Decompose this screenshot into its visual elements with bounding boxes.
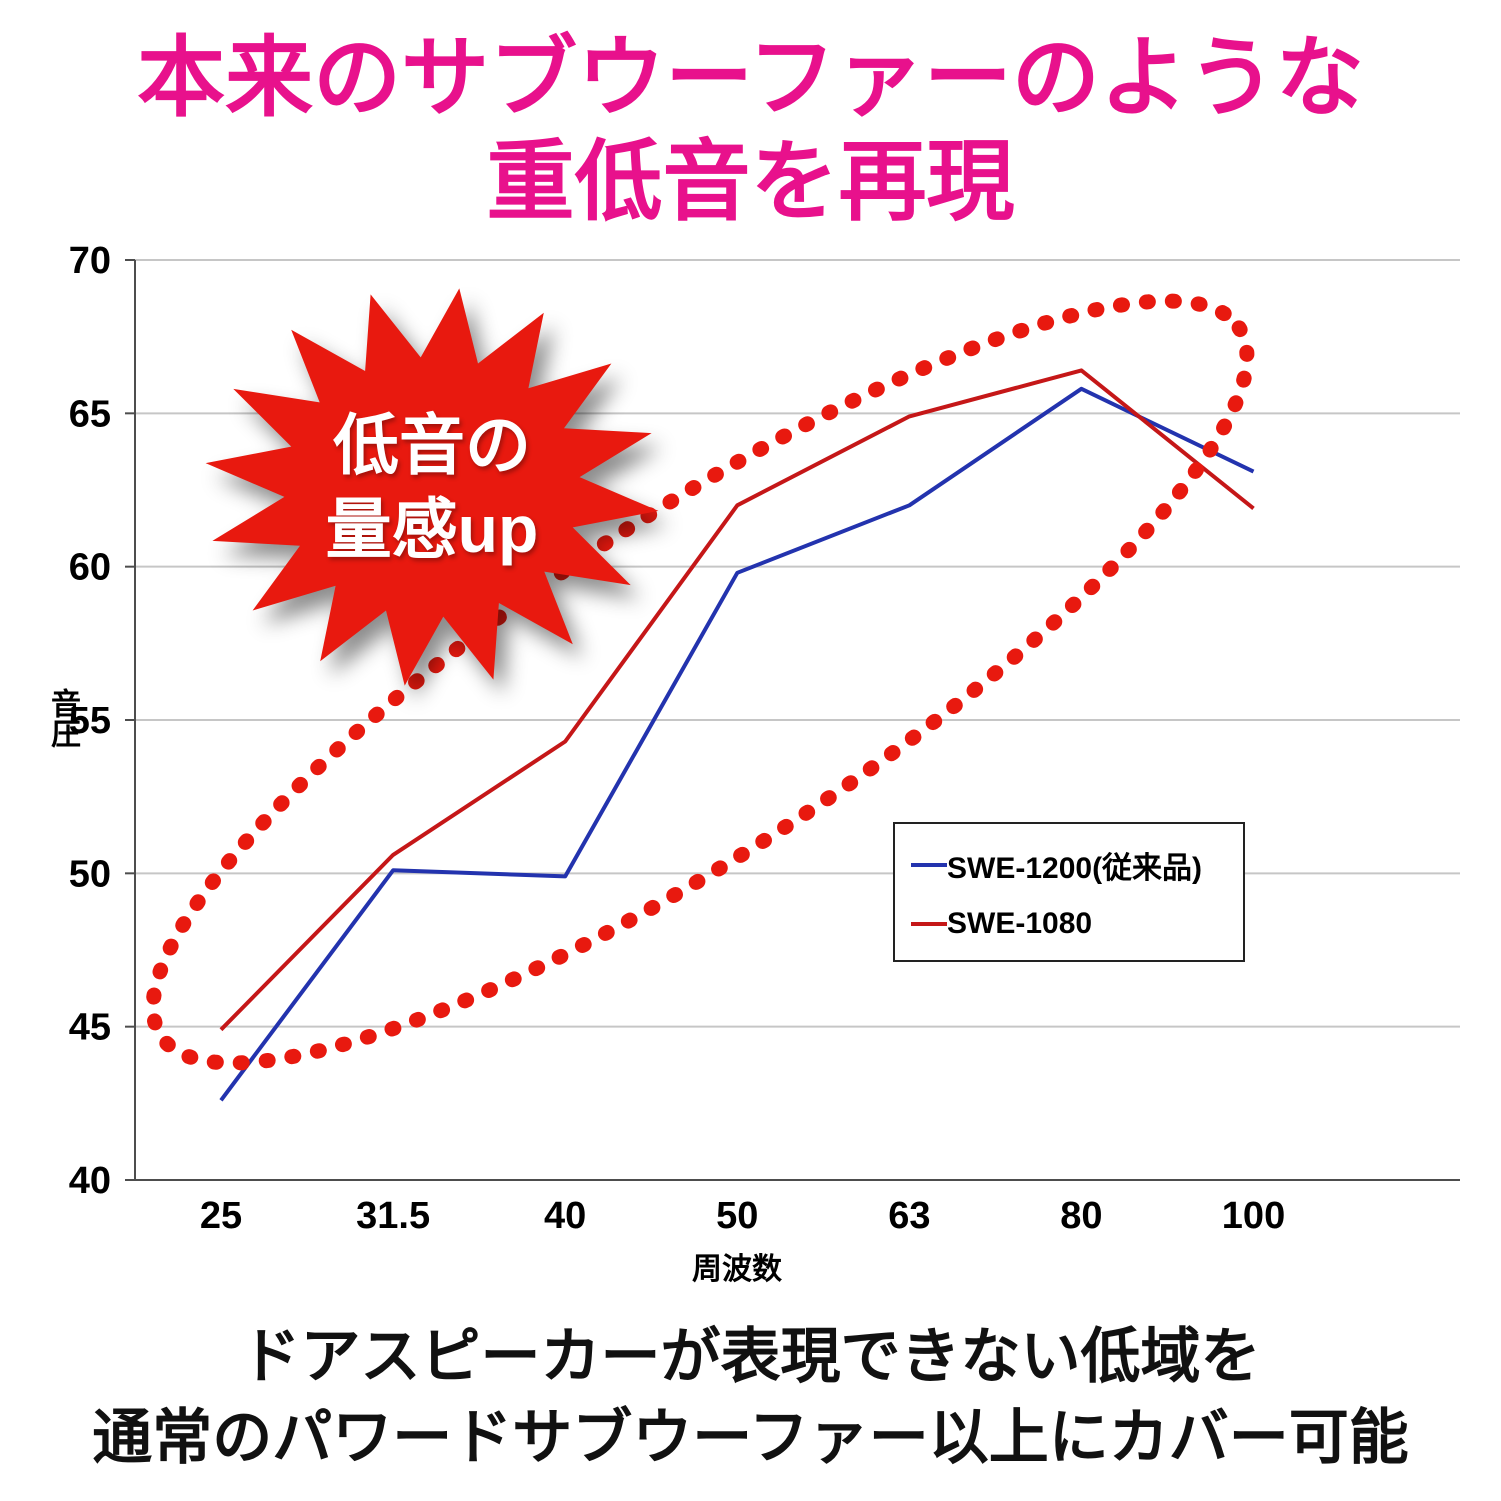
badge-line-1: 低音の — [333, 407, 531, 482]
legend-label-swe-1200: SWE-1200(従来品) — [947, 852, 1203, 886]
caption-line-1: ドアスピーカーが表現できない低域を — [240, 1323, 1261, 1390]
legend-item-swe-1200: SWE-1200(従来品) — [911, 843, 1227, 887]
x-tick-label: 25 — [200, 1195, 242, 1237]
x-tick-label: 80 — [1060, 1195, 1102, 1237]
y-tick-label: 65 — [69, 393, 111, 435]
bottom-caption: ドアスピーカーが表現できない低域を 通常のパワードサブウーファー以上にカバー可能 — [0, 1316, 1501, 1478]
legend-item-swe-1080: SWE-1080 — [911, 907, 1227, 941]
burst-badge — [205, 288, 659, 686]
legend-line-sample-red — [911, 921, 947, 926]
starburst-icon — [205, 288, 659, 686]
burst-badge-text: 低音の 量感up — [192, 247, 672, 727]
badge-line-2: 量感up — [325, 492, 539, 566]
series-line-swe-1200 — [219, 386, 1255, 1102]
x-tick-label: 63 — [888, 1195, 930, 1237]
y-tick-label: 55 — [69, 700, 111, 742]
y-tick-label: 70 — [69, 240, 111, 282]
y-tick-label: 45 — [69, 1007, 111, 1049]
title-line-2: 重低音を再現 — [486, 131, 1015, 231]
caption-line-2: 通常のパワードサブウーファー以上にカバー可能 — [92, 1404, 1409, 1471]
x-tick-label: 100 — [1222, 1195, 1285, 1237]
y-tick-label: 40 — [69, 1160, 111, 1202]
title-line-1: 本来のサブウーファーのような — [137, 28, 1364, 127]
x-tick-label: 50 — [716, 1195, 758, 1237]
page-title: 本来のサブウーファーのような 重低音を再現 — [0, 26, 1501, 234]
emphasis-ellipse-icon — [145, 293, 1255, 1071]
y-tick-label: 50 — [69, 853, 111, 895]
legend-line-sample-blue — [911, 863, 947, 868]
y-tick-label: 60 — [69, 547, 111, 589]
series-line-swe-1080 — [219, 368, 1255, 1032]
y-axis-title: 音圧 — [46, 688, 79, 748]
chart-legend: SWE-1200(従来品) SWE-1080 — [893, 822, 1245, 962]
legend-label-swe-1080: SWE-1080 — [947, 906, 1093, 940]
x-axis-title: 周波数 — [692, 1253, 782, 1286]
x-tick-label: 31.5 — [356, 1195, 430, 1237]
x-tick-label: 40 — [544, 1195, 586, 1237]
